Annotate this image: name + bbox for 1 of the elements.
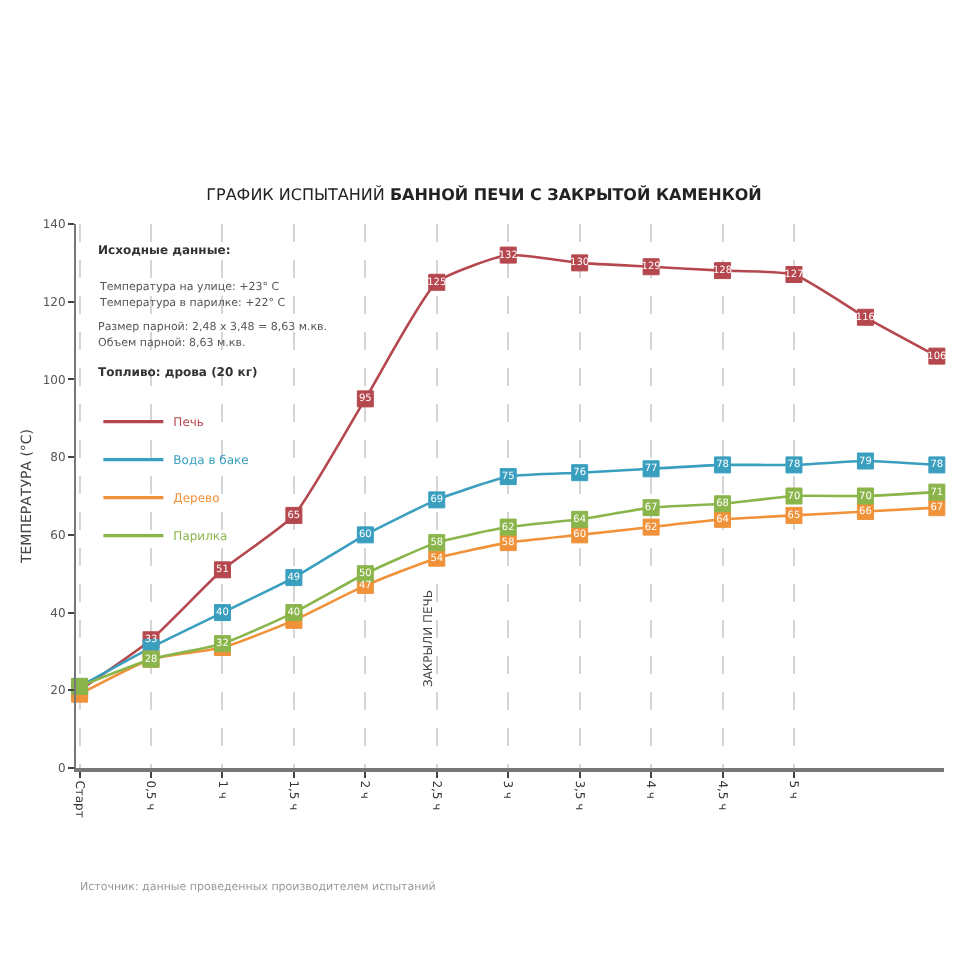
chart-title: ГРАФИК ИСПЫТАНИЙ БАННОЙ ПЕЧИ С ЗАКРЫТОЙ КАМЕНКОЙ (206, 183, 762, 204)
